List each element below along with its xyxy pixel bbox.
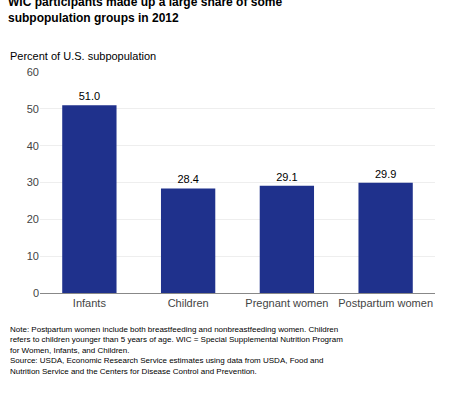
svg-text:Pregnant women: Pregnant women	[245, 297, 328, 309]
svg-text:50: 50	[27, 103, 39, 115]
svg-text:0: 0	[33, 287, 39, 299]
svg-text:51.0: 51.0	[79, 90, 100, 102]
svg-text:Note: Postpartum women include: Note: Postpartum women include both brea…	[10, 325, 343, 376]
svg-text:Postpartum women: Postpartum women	[338, 297, 433, 309]
svg-text:29.1: 29.1	[276, 171, 297, 183]
svg-text:29.9: 29.9	[375, 168, 396, 180]
svg-text:30: 30	[27, 176, 39, 188]
svg-text:WIC participants made up a lar: WIC participants made up a large share o…	[8, 0, 282, 25]
svg-text:Percent of U.S. subpopulation: Percent of U.S. subpopulation	[10, 50, 156, 62]
svg-text:10: 10	[27, 250, 39, 262]
svg-text:20: 20	[27, 213, 39, 225]
svg-text:40: 40	[27, 140, 39, 152]
svg-text:Infants: Infants	[73, 297, 107, 309]
svg-text:60: 60	[27, 66, 39, 78]
svg-text:Children: Children	[168, 297, 209, 309]
svg-text:28.4: 28.4	[177, 173, 198, 185]
